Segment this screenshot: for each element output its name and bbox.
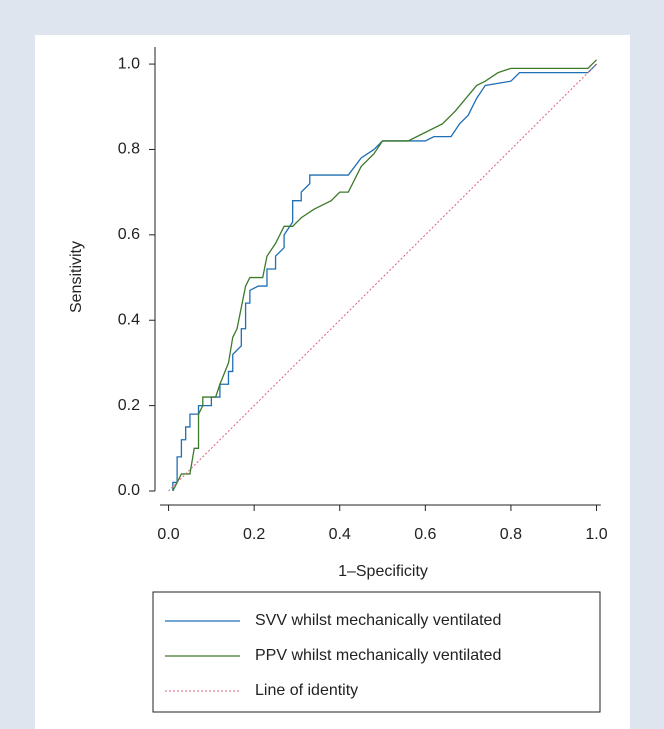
roc-curve <box>172 59 597 492</box>
x-tick-label: 0.6 <box>414 526 436 543</box>
x-tick-label: 0.4 <box>329 526 351 543</box>
y-tick-label: 0.8 <box>118 141 140 158</box>
panel <box>35 35 630 729</box>
x-tick-label: 0.8 <box>500 526 522 543</box>
legend-label: SVV whilst mechanically ventilated <box>255 612 501 629</box>
y-tick-label: 1.0 <box>118 55 140 72</box>
roc-curve <box>172 63 597 491</box>
y-tick-label: 0.0 <box>118 482 140 499</box>
y-axis-title: Sensitivity <box>68 241 85 313</box>
legend-label: Line of identity <box>255 682 358 699</box>
y-tick-label: 0.2 <box>118 397 140 414</box>
legend-box <box>152 591 601 713</box>
y-tick-label: 0.6 <box>118 226 140 243</box>
x-tick-label: 1.0 <box>585 526 607 543</box>
x-tick-label: 0.2 <box>243 526 265 543</box>
roc-curve <box>168 63 597 492</box>
y-tick-label: 0.4 <box>118 311 140 328</box>
x-axis-title: 1–Specificity <box>338 563 428 580</box>
legend-label: PPV whilst mechanically ventilated <box>255 647 501 664</box>
x-tick-label: 0.0 <box>157 526 179 543</box>
